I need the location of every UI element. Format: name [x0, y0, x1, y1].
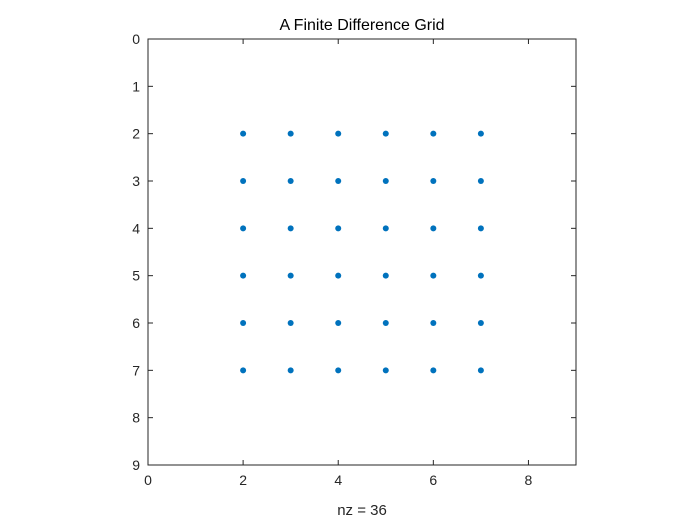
data-point — [477, 367, 484, 374]
data-point — [335, 272, 342, 279]
data-point — [335, 178, 342, 184]
y-tick-label: 7 — [132, 362, 140, 378]
x-tick-label: 8 — [525, 472, 533, 488]
data-point — [287, 225, 294, 232]
data-point — [287, 178, 294, 184]
data-point — [477, 178, 484, 184]
data-point — [430, 130, 437, 137]
data-point — [477, 320, 484, 326]
data-point — [335, 320, 342, 326]
data-points — [240, 130, 484, 374]
data-point — [430, 225, 437, 232]
data-point — [335, 130, 342, 137]
y-tick-label: 1 — [132, 78, 140, 94]
y-tick-label: 8 — [132, 410, 140, 426]
data-point — [287, 272, 294, 279]
data-point — [477, 272, 484, 279]
data-point — [477, 130, 484, 137]
data-point — [240, 320, 247, 326]
data-point — [430, 320, 437, 326]
data-point — [287, 130, 294, 137]
x-axis: 0 2 4 6 8 — [144, 39, 533, 488]
plot-axes-box — [147, 38, 577, 466]
data-point — [382, 225, 389, 232]
data-point — [430, 272, 437, 279]
data-point — [240, 178, 247, 184]
data-point — [240, 272, 247, 279]
y-tick-label: 5 — [132, 268, 140, 284]
data-point — [287, 320, 294, 326]
data-point — [240, 130, 247, 137]
data-point — [430, 367, 437, 374]
y-tick-label: 0 — [132, 31, 140, 47]
y-tick-label: 3 — [132, 173, 140, 189]
data-point — [335, 367, 342, 374]
data-point — [382, 367, 389, 374]
data-point — [382, 130, 389, 137]
data-point — [430, 178, 437, 184]
x-tick-label: 4 — [334, 472, 342, 488]
x-tick-label: 2 — [239, 472, 247, 488]
x-tick-label: 0 — [144, 472, 152, 488]
data-point — [287, 367, 294, 374]
y-tick-label: 6 — [132, 315, 140, 331]
chart-title: A Finite Difference Grid — [279, 17, 444, 34]
data-point — [382, 320, 389, 326]
data-point — [382, 178, 389, 184]
y-tick-label: 2 — [132, 126, 140, 142]
data-point — [240, 367, 247, 374]
data-point — [382, 272, 389, 279]
y-axis: 0 1 2 3 4 5 6 7 8 9 — [132, 31, 576, 473]
data-point — [240, 225, 247, 232]
y-tick-label: 9 — [132, 457, 140, 473]
data-point — [477, 225, 484, 232]
data-point — [335, 225, 342, 232]
x-axis-label: nz = 36 — [337, 502, 387, 519]
y-tick-label: 4 — [132, 220, 140, 236]
x-tick-label: 6 — [429, 472, 437, 488]
